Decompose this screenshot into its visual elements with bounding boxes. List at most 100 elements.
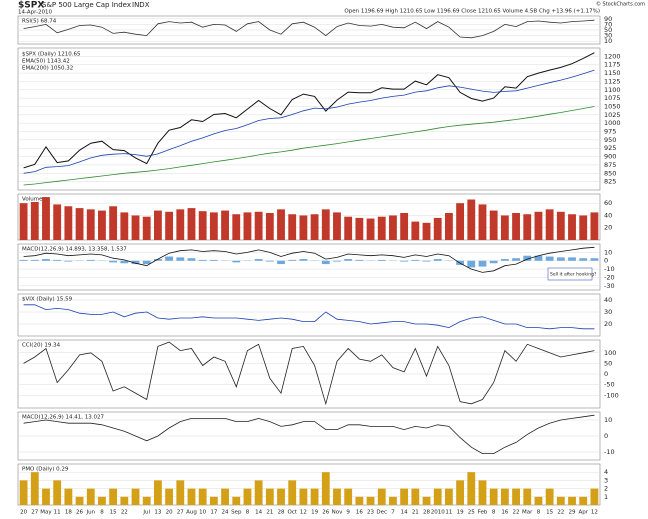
- bar: [523, 488, 532, 505]
- bar: [187, 488, 196, 505]
- bar: [489, 260, 498, 264]
- x-tick-label: 13: [154, 510, 161, 516]
- bar: [512, 213, 520, 240]
- y-tick-label: 1125: [604, 77, 621, 85]
- bar: [75, 496, 84, 505]
- x-tick-label: 21: [412, 510, 419, 516]
- bar: [478, 204, 487, 240]
- bar: [556, 211, 565, 240]
- x-tick-label: Aug: [186, 510, 197, 516]
- bar: [579, 258, 588, 261]
- y-tick-label: 50: [604, 26, 612, 34]
- bar: [153, 480, 162, 505]
- legend-entry: EMA(200) 1050.32: [22, 66, 73, 72]
- bar: [176, 257, 185, 261]
- bar: [400, 213, 409, 240]
- bar: [355, 496, 364, 505]
- y-tick-label: 0: [604, 257, 608, 265]
- x-tick-label: 19: [457, 510, 464, 516]
- bar: [187, 258, 196, 261]
- y-tick-label: 1000: [604, 119, 621, 127]
- bar: [19, 259, 28, 261]
- bar: [64, 260, 73, 262]
- bar: [310, 214, 319, 240]
- bar: [590, 212, 599, 240]
- x-tick-label: 19: [311, 510, 318, 516]
- bar: [433, 217, 442, 240]
- bar: [288, 259, 297, 261]
- series-line: [23, 52, 595, 169]
- x-tick-label: Feb: [478, 510, 488, 516]
- y-tick-label: -20: [604, 273, 615, 281]
- bar: [333, 260, 341, 262]
- series-line: [23, 106, 595, 186]
- y-tick-label: 925: [604, 144, 616, 152]
- y-tick-label: 3: [604, 476, 608, 484]
- bar: [254, 211, 263, 240]
- x-tick-label: 15: [546, 510, 553, 516]
- bar: [243, 488, 252, 505]
- bar: [109, 260, 118, 263]
- bar: [545, 256, 554, 261]
- bar: [377, 259, 386, 261]
- y-tick-label: 90: [604, 15, 612, 23]
- bar: [30, 259, 39, 261]
- bar: [512, 488, 520, 505]
- bar: [422, 260, 431, 262]
- bar: [120, 260, 129, 264]
- credit: © StockCharts.com: [596, 1, 645, 8]
- bar: [400, 488, 409, 505]
- bar: [568, 214, 576, 240]
- x-tick-label: 21: [266, 510, 273, 516]
- x-tick-label: 25: [468, 510, 475, 516]
- x-tick-label: 18: [65, 510, 72, 516]
- panel-title: MACD(12,26,9) 14.41, 13.027: [22, 415, 105, 421]
- bar: [478, 480, 487, 505]
- bar: [98, 210, 106, 240]
- bar: [333, 212, 341, 240]
- y-tick-label: -10: [604, 448, 615, 456]
- bar: [19, 480, 28, 505]
- x-tick-label: Oct: [287, 510, 297, 516]
- x-tick-label: Apr: [578, 510, 588, 516]
- bar: [19, 203, 28, 240]
- bar: [299, 215, 308, 240]
- x-tick-label: 11: [445, 510, 452, 516]
- bar: [187, 208, 196, 240]
- bar: [389, 496, 397, 505]
- bar: [198, 488, 207, 505]
- bar: [355, 217, 364, 240]
- bar: [456, 203, 465, 240]
- bar: [277, 260, 285, 265]
- series-line: [23, 414, 595, 454]
- bar: [232, 260, 241, 263]
- x-tick-label: 24: [222, 510, 229, 516]
- x-tick-label: 2010: [431, 510, 445, 516]
- x-tick-label: 14: [401, 510, 408, 516]
- panel-title: PMO (Daily) 0.29: [22, 467, 69, 473]
- bar: [321, 472, 330, 505]
- bar: [53, 480, 62, 505]
- y-tick-label: 1100: [604, 86, 621, 94]
- y-tick-label: 10: [604, 248, 612, 256]
- x-tick-label: May: [40, 510, 52, 516]
- bar: [489, 210, 498, 240]
- y-tick-label: 1025: [604, 111, 621, 119]
- series-line: [23, 304, 595, 330]
- bar: [545, 209, 554, 240]
- bar: [176, 209, 185, 240]
- x-tick-label: 28: [278, 510, 285, 516]
- bar: [198, 211, 207, 240]
- bar: [265, 213, 274, 240]
- y-tick-label: 1075: [604, 94, 621, 102]
- bar: [500, 259, 509, 261]
- y-tick-label: 10: [604, 416, 612, 424]
- bar: [299, 488, 308, 505]
- bar: [568, 257, 576, 261]
- y-tick-label: 950: [604, 136, 616, 144]
- x-tick-label: 10: [199, 510, 206, 516]
- x-tick-label: 22: [557, 510, 564, 516]
- panel-title: $VIX (Daily) 15.59: [22, 297, 73, 303]
- bar: [153, 210, 162, 240]
